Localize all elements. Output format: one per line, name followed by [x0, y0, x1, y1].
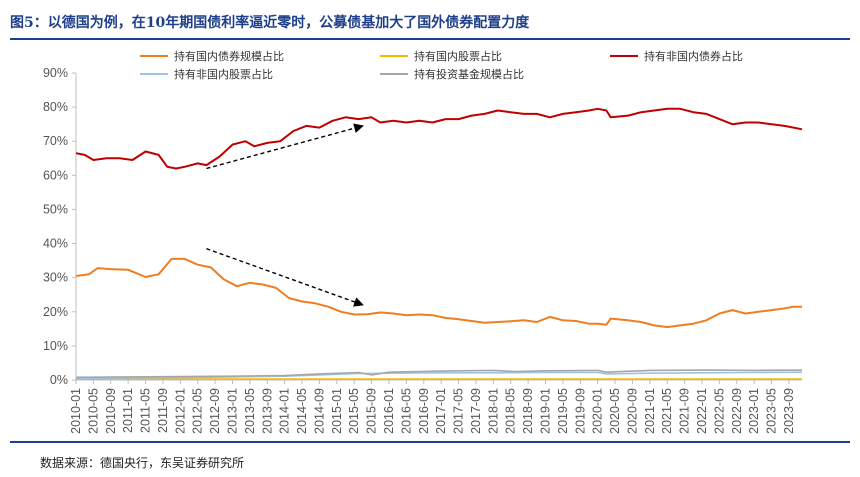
title-divider: [10, 38, 850, 40]
legend-label-3: 持有非国内债券占比: [644, 49, 743, 63]
x-tick-label: 2012-05: [191, 388, 205, 434]
x-tick-label: 2013-05: [243, 388, 257, 434]
x-tick-label: 2012-09: [208, 388, 222, 434]
x-tick-label: 2019-05: [556, 388, 570, 434]
x-tick-label: 2011-09: [156, 388, 170, 433]
trend-arrow-2: [206, 248, 364, 307]
chart-title: 图5：以德国为例，在10年期国债利率逼近零时，公募债基加大了国外债券配置力度: [10, 15, 530, 31]
x-tick-label: 2017-01: [434, 388, 448, 434]
x-tick-label: 2010-01: [69, 388, 83, 434]
x-tick-label: 2022-05: [712, 388, 726, 434]
x-tick-label: 2018-05: [504, 388, 518, 434]
x-tick-label: 2022-01: [695, 388, 709, 434]
x-tick-label: 2020-01: [591, 388, 605, 434]
y-tick-label: 60%: [43, 168, 68, 182]
x-tick-label: 2016-05: [399, 388, 413, 434]
x-tick-label: 2021-05: [660, 388, 674, 434]
x-tick-label: 2019-01: [539, 388, 553, 434]
series-line-3: [75, 107, 803, 170]
x-tick-label: 2010-05: [86, 388, 100, 434]
x-tick-label: 2022-09: [730, 388, 744, 434]
x-tick-label: 2013-09: [260, 388, 274, 434]
x-tick-label: 2018-09: [521, 388, 535, 434]
x-tick-label: 2011-01: [121, 388, 135, 433]
x-tick-label: 2017-05: [452, 388, 466, 434]
y-tick-label: 70%: [43, 134, 68, 148]
y-tick-label: 80%: [43, 100, 68, 114]
x-tick-label: 2020-05: [608, 388, 622, 434]
x-tick-label: 2010-09: [104, 388, 118, 434]
x-tick-label: 2012-01: [173, 388, 187, 434]
x-tick-label: 2018-01: [486, 388, 500, 434]
x-tick-label: 2015-09: [365, 388, 379, 434]
x-tick-label: 2020-09: [625, 388, 639, 434]
y-tick-label: 0%: [50, 373, 68, 387]
y-axis: 0% 10% 20% 30% 40% 50% 60% 70% 80% 90%: [43, 66, 77, 387]
series-line-1: [75, 257, 802, 329]
y-tick-label: 20%: [43, 305, 68, 319]
series-line-5: [75, 369, 803, 379]
x-tick-label: 2021-01: [643, 388, 657, 434]
x-tick-label: 2014-09: [312, 388, 326, 434]
series-layer: [75, 107, 803, 380]
y-tick-label: 30%: [43, 271, 68, 285]
y-tick-label: 90%: [43, 66, 68, 80]
series-line-4: [75, 371, 803, 380]
data-source: 数据来源：德国央行，东吴证券研究所: [40, 456, 245, 470]
x-tick-label: 2016-01: [382, 388, 396, 434]
x-tick-label: 2011-05: [139, 388, 153, 433]
legend-label-2: 持有国内股票占比: [414, 49, 502, 63]
x-tick-label: 2019-09: [573, 388, 587, 434]
x-tick-label: 2023-01: [747, 388, 761, 434]
x-tick-label: 2016-09: [417, 388, 431, 434]
x-tick-label: 2023-05: [765, 388, 779, 434]
legend-label-4: 持有非国内股票占比: [174, 67, 273, 81]
x-tick-label: 2023-09: [782, 388, 796, 434]
y-tick-label: 40%: [43, 237, 68, 251]
annotation-layer: [206, 123, 364, 307]
y-tick-label: 50%: [43, 202, 68, 216]
x-axis: 2010-01 2010-05 2010-09 2011-01 2011-05 2011-…: [69, 379, 802, 434]
legend-label-5: 持有投资基金规模占比: [414, 67, 524, 81]
x-tick-label: 2021-09: [678, 388, 692, 434]
x-tick-label: 2017-09: [469, 388, 483, 434]
footer-divider: [10, 441, 850, 443]
y-tick-label: 10%: [43, 339, 68, 353]
legend-label-1: 持有国内债券规模占比: [174, 49, 284, 63]
x-tick-label: 2014-05: [295, 388, 309, 434]
x-tick-label: 2015-01: [330, 388, 344, 434]
x-tick-label: 2014-01: [278, 388, 292, 434]
x-tick-label: 2013-01: [226, 388, 240, 434]
x-tick-label: 2015-05: [347, 388, 361, 434]
trend-arrow-1: [206, 123, 364, 170]
